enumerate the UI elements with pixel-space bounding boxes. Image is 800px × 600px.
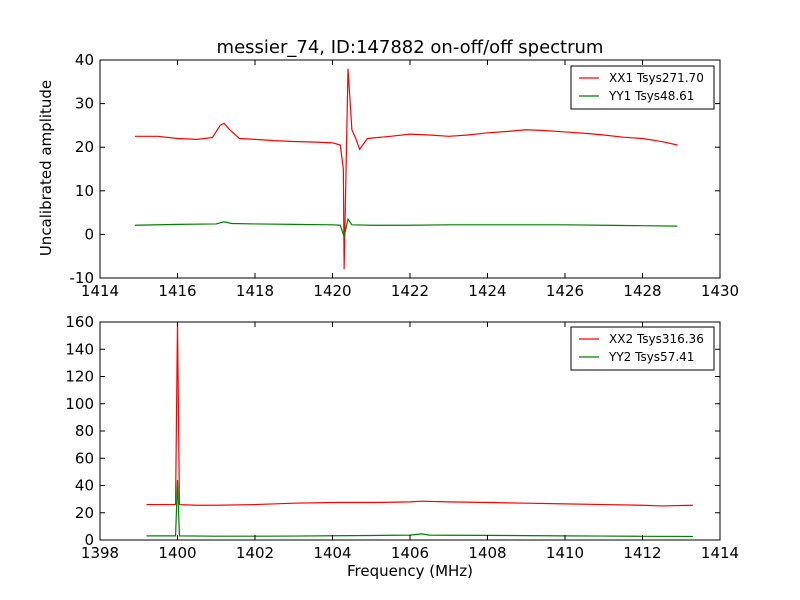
x-tick-label: 1422 — [391, 282, 429, 300]
y-tick-label: 100 — [65, 395, 94, 413]
series-line-yy1 — [134, 217, 678, 239]
y-tick-label: 20 — [75, 138, 94, 156]
x-tick-label: 1426 — [546, 282, 584, 300]
y-tick-label: 10 — [75, 182, 94, 200]
chart-title: messier_74, ID:147882 on-off/off spectru… — [217, 37, 604, 58]
series-line-yy2 — [146, 480, 693, 538]
x-tick-label: 1414 — [701, 544, 739, 562]
legend-box — [570, 326, 715, 371]
y-tick-label: 160 — [65, 313, 94, 331]
legend-label: XX1 Tsys271.70 — [609, 71, 704, 85]
x-tick-label: 1430 — [701, 282, 739, 300]
x-tick-label: 1414 — [81, 282, 119, 300]
x-tick-label: 1420 — [313, 282, 351, 300]
legend-label: XX2 Tsys316.36 — [609, 332, 704, 346]
x-tick-label: 1428 — [623, 282, 661, 300]
y-tick-label: 120 — [65, 368, 94, 386]
y-tick-label: 80 — [75, 422, 94, 440]
top-panel: 1414 1416 1418 1420 1422 1424 1426 1428 1430 -10 0… — [70, 51, 740, 300]
y-tick-label: 40 — [75, 477, 94, 495]
y-tick-label: -10 — [70, 269, 95, 287]
y-tick-label: 30 — [75, 95, 94, 113]
x-tick-label: 1418 — [236, 282, 274, 300]
y-tick-label: 40 — [75, 51, 94, 69]
bottom-panel: 1398 1400 1402 1404 1406 1408 1410 1412 1414 0 20 4… — [65, 313, 739, 562]
y-axis-label: Uncalibrated amplitude — [37, 80, 55, 256]
series-line-xx2 — [146, 322, 693, 507]
y-tick-label: 60 — [75, 449, 94, 467]
legend: XX2 Tsys316.36 YY2 Tsys57.41 — [570, 326, 715, 371]
legend-box — [570, 65, 715, 110]
x-tick-label: 1408 — [468, 544, 506, 562]
legend: XX1 Tsys271.70 YY1 Tsys48.61 — [570, 65, 715, 110]
series-line-xx1 — [134, 68, 678, 270]
y-tick-label: 0 — [84, 225, 94, 243]
x-tick-label: 1410 — [546, 544, 584, 562]
x-tick-label: 1416 — [158, 282, 196, 300]
x-axis-label: Frequency (MHz) — [347, 562, 473, 580]
x-tick-label: 1402 — [236, 544, 274, 562]
y-tick-label: 20 — [75, 504, 94, 522]
legend-label: YY2 Tsys57.41 — [608, 350, 694, 364]
legend-label: YY1 Tsys48.61 — [608, 89, 694, 103]
x-tick-label: 1406 — [391, 544, 429, 562]
y-tick-label: 140 — [65, 340, 94, 358]
x-tick-label: 1404 — [313, 544, 351, 562]
x-tick-label: 1412 — [623, 544, 661, 562]
x-tick-label: 1398 — [81, 544, 119, 562]
y-tick-label: 0 — [84, 531, 94, 549]
x-tick-label: 1424 — [468, 282, 506, 300]
x-tick-label: 1400 — [158, 544, 196, 562]
